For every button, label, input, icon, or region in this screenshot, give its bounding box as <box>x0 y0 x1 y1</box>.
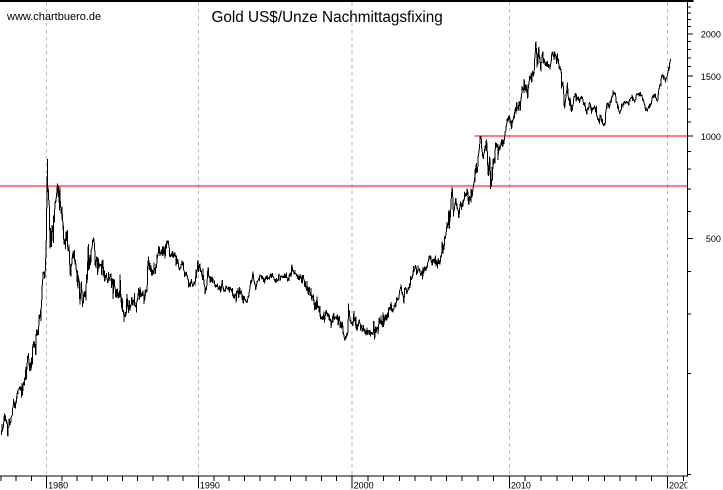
svg-text:1500: 1500 <box>701 72 721 82</box>
svg-text:1990: 1990 <box>200 481 220 490</box>
svg-text:www.chartbuero.de: www.chartbuero.de <box>6 11 101 23</box>
svg-text:1000: 1000 <box>701 132 721 142</box>
svg-text:2000: 2000 <box>354 481 374 490</box>
svg-text:2010: 2010 <box>511 481 531 490</box>
svg-text:500: 500 <box>706 234 721 244</box>
svg-text:2020: 2020 <box>669 481 689 490</box>
svg-text:2000: 2000 <box>701 30 721 40</box>
svg-text:1980: 1980 <box>48 481 68 490</box>
svg-text:Gold US$/Unze Nachmittagsfixin: Gold US$/Unze Nachmittagsfixing <box>212 9 443 26</box>
